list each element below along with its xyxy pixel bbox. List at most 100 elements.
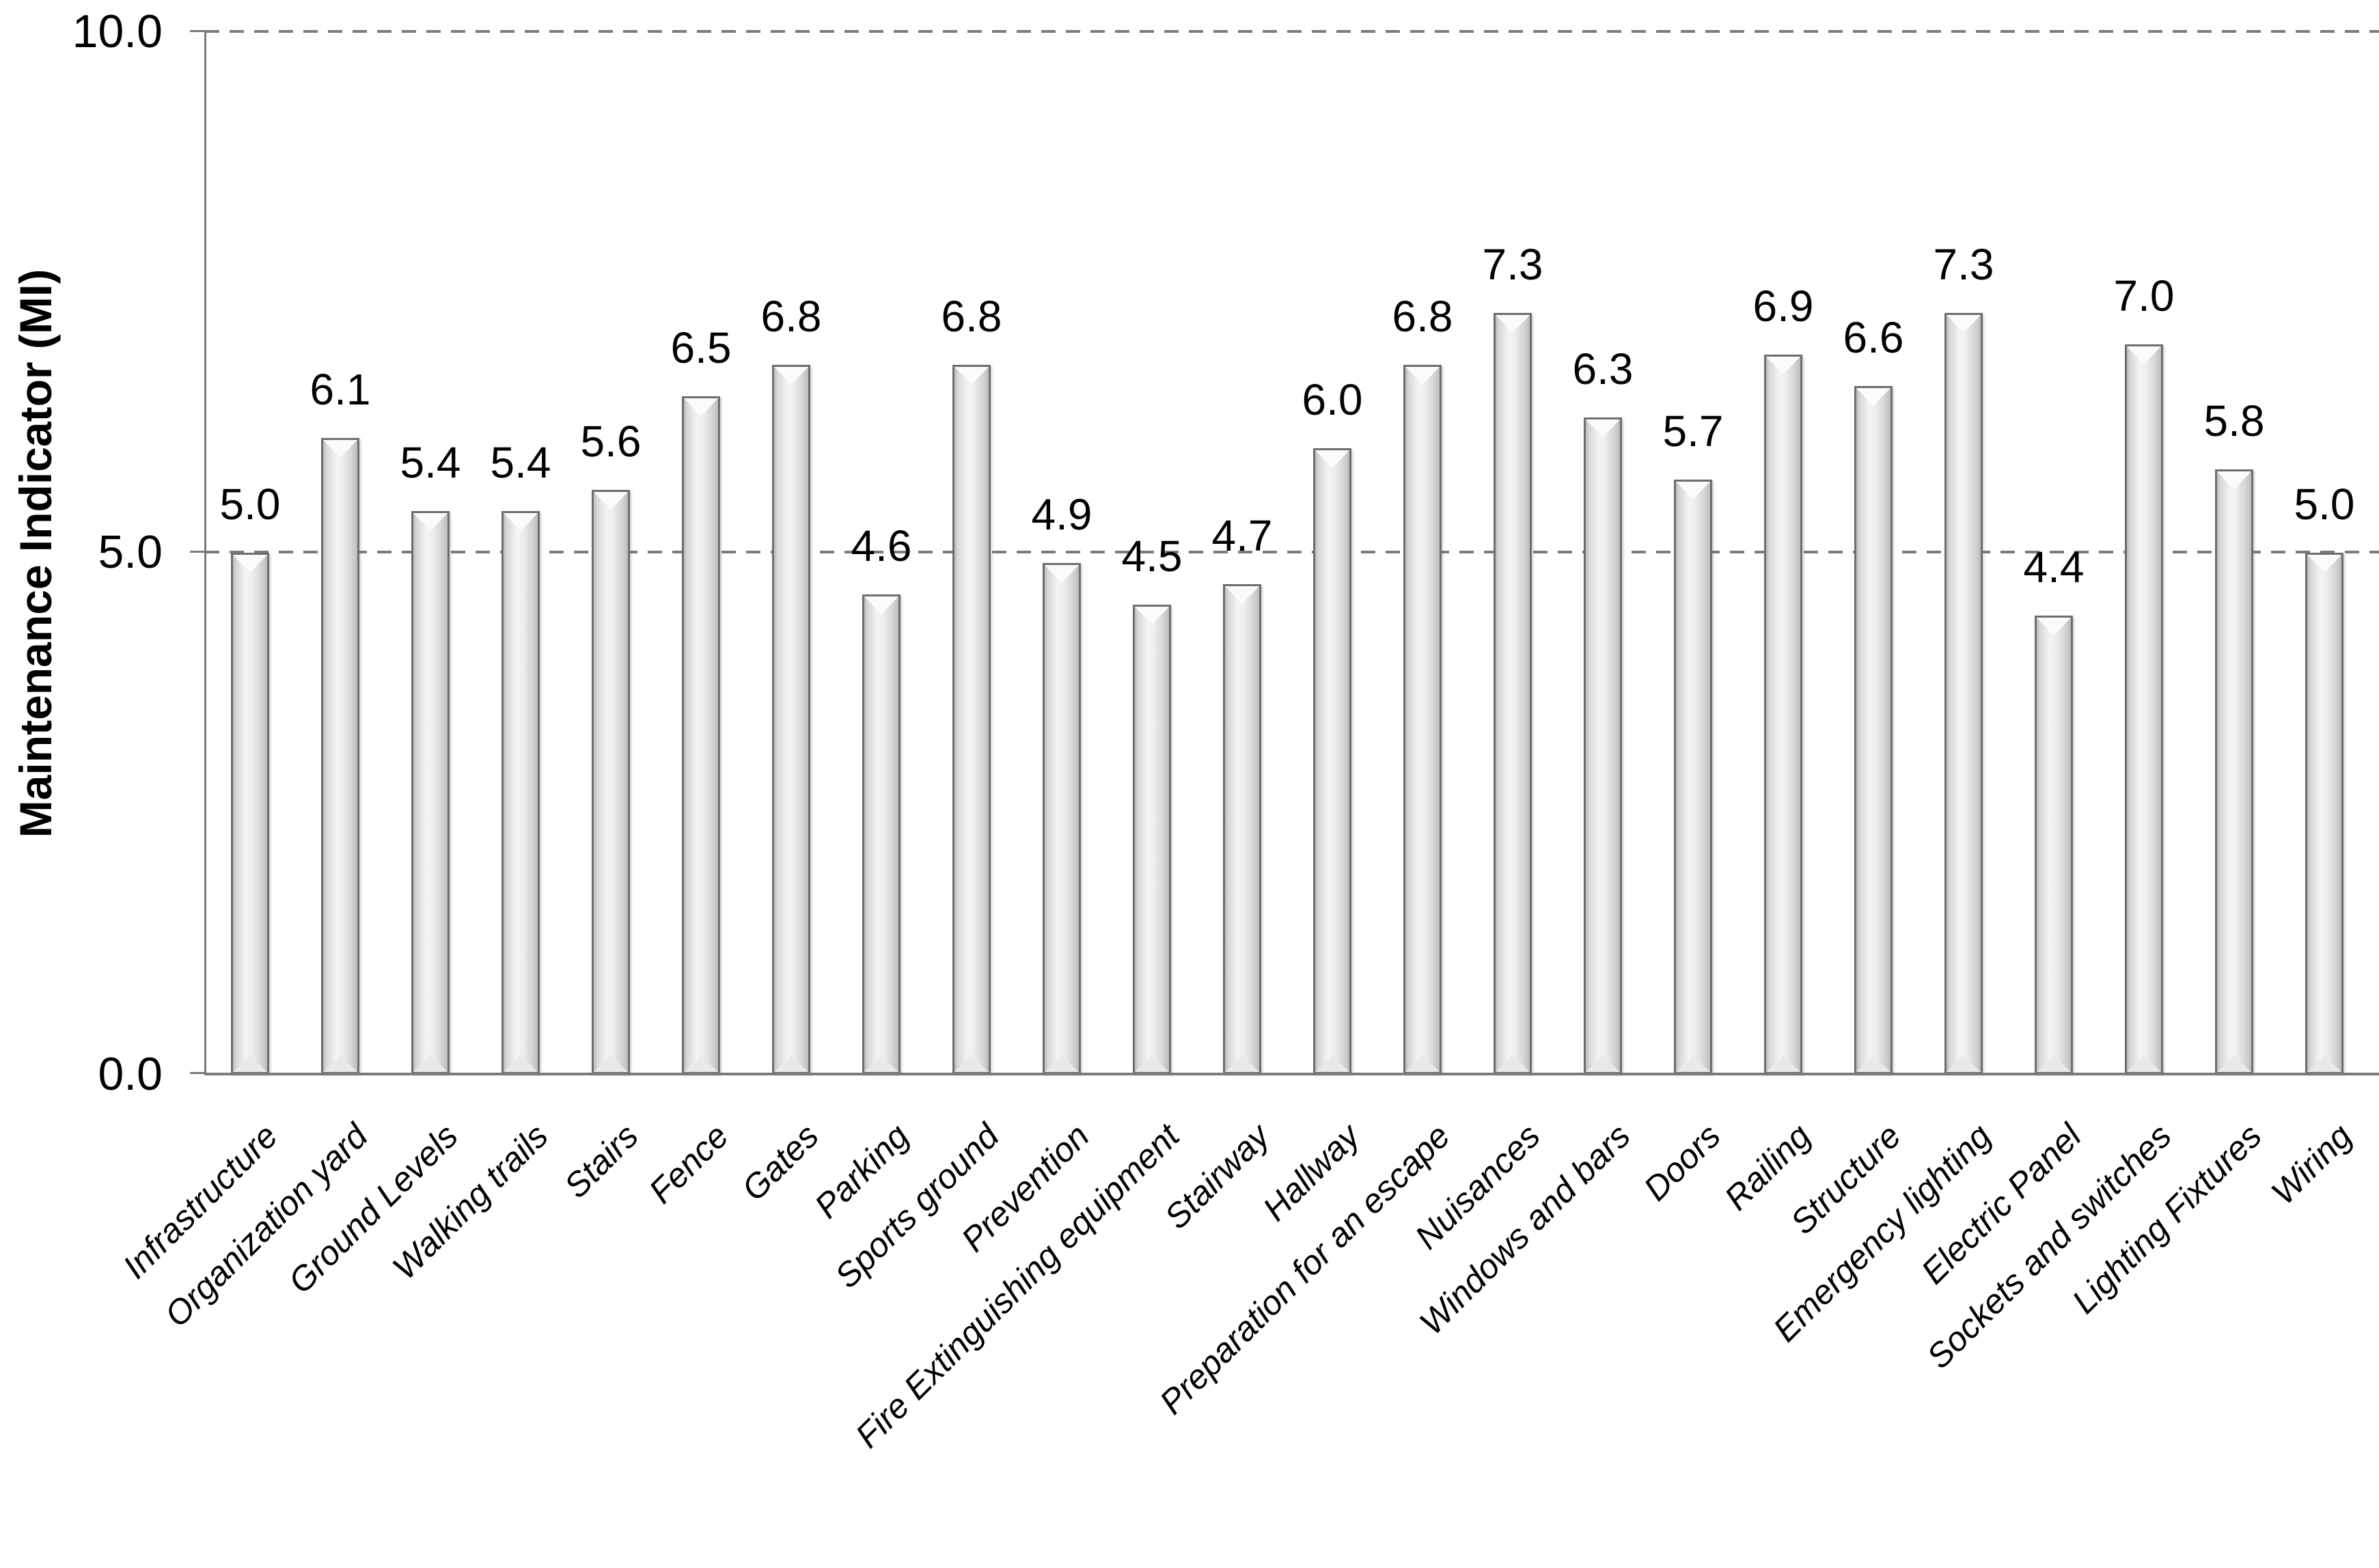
bar-value-label: 6.1 (310, 365, 371, 415)
bar-slot: 4.6 (836, 31, 926, 1074)
bar-top-notch (1225, 586, 1259, 604)
bar-value-label: 7.0 (2113, 271, 2175, 320)
bar-slot: 6.5 (656, 31, 746, 1074)
bar-stairway: 4.7 (1212, 514, 1272, 1074)
bar-top-notch (594, 492, 628, 510)
bar-slot: 7.3 (1919, 31, 2009, 1074)
bar-top-notch (954, 367, 989, 385)
bar-top-notch (2307, 555, 2341, 573)
bar-slot: 5.0 (2279, 31, 2369, 1074)
bar-slot: 5.4 (385, 31, 476, 1074)
y-tick-label-5: 5.0 (98, 526, 163, 578)
bar-wiring: 5.0 (2294, 482, 2354, 1074)
bar-top-notch (1405, 367, 1440, 385)
bar-value-label: 6.6 (1843, 312, 1904, 362)
bar-value-label: 5.0 (2294, 480, 2355, 529)
bar-value-label: 5.6 (580, 417, 642, 467)
bar-value-label: 4.9 (1031, 490, 1092, 540)
y-tick-mark-10 (190, 30, 205, 32)
bar-bottom-notch (2037, 1056, 2071, 1072)
bar-windows-and-bars: 6.3 (1573, 347, 1633, 1074)
bar-doors: 5.7 (1663, 409, 1723, 1074)
bar-top-notch (1586, 419, 1620, 437)
bar-value-label: 5.8 (2203, 396, 2265, 445)
bar-top-notch (1766, 357, 1800, 375)
bar-slot: 4.5 (1107, 31, 1197, 1074)
bar-slot: 4.4 (2009, 31, 2099, 1074)
bar-value-label: 4.5 (1121, 532, 1183, 581)
bar-bottom-notch (684, 1056, 718, 1072)
bar-value-label: 4.6 (851, 521, 912, 571)
gridline-5 (205, 551, 2379, 553)
bar-top-notch (1315, 450, 1349, 469)
bar-bottom-notch (1045, 1056, 1079, 1072)
bar-slot: 7.0 (2099, 31, 2189, 1074)
bar-slot: 5.4 (476, 31, 566, 1074)
bar-ground-levels: 5.4 (400, 441, 460, 1074)
bar-value-label: 5.0 (219, 480, 281, 529)
bar-top-notch (1045, 565, 1079, 583)
bar-railing: 6.9 (1753, 284, 1813, 1074)
bar-top-notch (2217, 471, 2251, 489)
bar-top-notch (1135, 607, 1169, 625)
bar-value-label: 6.8 (941, 292, 1002, 342)
bar-top-notch (2127, 346, 2161, 364)
bar-slot: 6.8 (1377, 31, 1468, 1074)
bar-fire-extinguishing-equipment: 4.5 (1122, 534, 1182, 1074)
bar-slot: 6.3 (1558, 31, 1648, 1074)
bar-slot: 7.3 (1468, 31, 1558, 1074)
bar-electric-panel: 4.4 (2024, 545, 2084, 1074)
bar-bottom-notch (1225, 1056, 1259, 1072)
bar-bottom-notch (2307, 1056, 2341, 1072)
y-axis-line (204, 31, 206, 1075)
bar-bottom-notch (1856, 1056, 1890, 1072)
gridline-10 (205, 30, 2379, 33)
bar-value-label: 4.7 (1211, 510, 1273, 560)
bar-slot: 6.8 (746, 31, 836, 1074)
bar-fence: 6.5 (671, 326, 731, 1074)
bar-bottom-notch (504, 1056, 538, 1072)
bar-value-label: 6.8 (760, 292, 822, 342)
bar-bottom-notch (1947, 1056, 1981, 1072)
bar-slot: 4.9 (1017, 31, 1107, 1074)
bar-bottom-notch (1135, 1056, 1169, 1072)
bar-slot: 6.8 (926, 31, 1017, 1074)
bar-slot: 5.0 (205, 31, 295, 1074)
bar-sports-ground: 6.8 (941, 294, 1002, 1074)
x-axis-line (205, 1073, 2379, 1075)
bar-top-notch (1856, 387, 1890, 406)
bar-top-notch (323, 440, 357, 458)
bar-bottom-notch (1315, 1056, 1349, 1072)
bar-top-notch (1947, 315, 1981, 333)
bar-value-label: 7.3 (1482, 240, 1543, 290)
bar-hallway: 6.0 (1302, 378, 1362, 1074)
bar-top-notch (684, 398, 718, 417)
bar-value-label: 6.0 (1302, 375, 1363, 425)
bar-top-notch (1676, 482, 1710, 500)
bar-structure: 6.6 (1843, 316, 1903, 1074)
bar-slot: 6.6 (1828, 31, 1919, 1074)
bar-top-notch (864, 596, 898, 615)
bar-organization-yard: 6.1 (310, 368, 370, 1074)
bar-prevention: 4.9 (1032, 493, 1092, 1074)
bar-top-notch (774, 367, 808, 385)
bar-value-label: 5.7 (1662, 407, 1724, 456)
bar-bottom-notch (864, 1056, 898, 1072)
bar-slot: 6.1 (295, 31, 385, 1074)
bar-stairs: 5.6 (581, 419, 641, 1074)
bar-top-notch (1496, 315, 1530, 333)
bar-gates: 6.8 (761, 294, 821, 1074)
plot-area: 5.0 6.1 5.4 5.4 5.6 6.5 6.8 4.6 6.8 4.9 4.5 4.7 6.0 6… (190, 30, 2379, 1075)
y-tick-label-0: 0.0 (98, 1048, 163, 1100)
bar-value-label: 5.4 (490, 437, 551, 487)
bar-value-label: 5.4 (400, 437, 461, 487)
bar-bottom-notch (774, 1056, 808, 1072)
bar-bottom-notch (954, 1056, 989, 1072)
bar-value-label: 7.3 (1933, 240, 1994, 290)
bar-value-label: 6.5 (670, 323, 732, 373)
bar-value-label: 4.4 (2023, 542, 2085, 592)
bar-value-label: 6.8 (1392, 292, 1453, 342)
bar-bottom-notch (2127, 1056, 2161, 1072)
bar-bottom-notch (413, 1056, 448, 1072)
